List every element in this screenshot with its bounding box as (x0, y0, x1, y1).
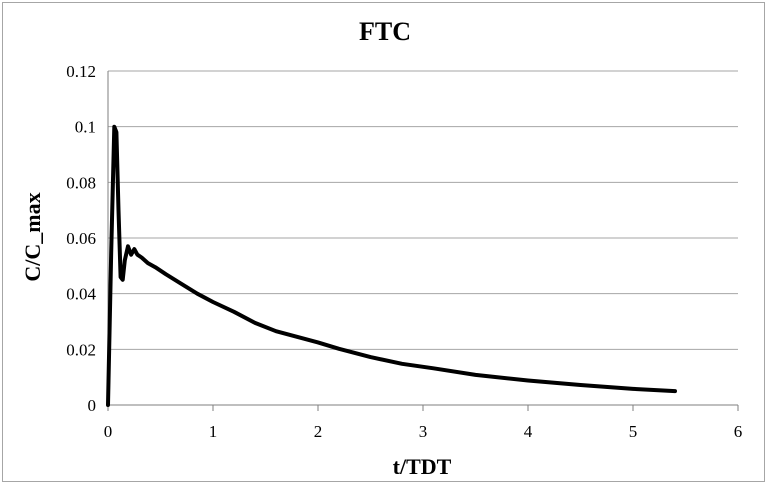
x-tick-label: 3 (419, 422, 428, 441)
y-axis-title: C/C_max (20, 192, 45, 281)
series-layer (106, 124, 677, 407)
axes (107, 71, 739, 411)
y-tick-label: 0 (88, 396, 97, 415)
x-tick-label: 1 (209, 422, 218, 441)
y-tick-label: 0.1 (75, 118, 96, 137)
y-tick-label: 0.02 (66, 340, 96, 359)
chart-title: FTC (359, 17, 411, 46)
series-line (106, 124, 677, 407)
x-tick-label: 2 (314, 422, 323, 441)
y-tick-label: 0.06 (66, 229, 96, 248)
y-tick-label: 0.08 (66, 173, 96, 192)
x-tick-label: 5 (629, 422, 638, 441)
x-tick-label: 0 (104, 422, 113, 441)
x-tick-label: 6 (734, 422, 743, 441)
y-tick-label: 0.04 (66, 285, 96, 304)
x-tick-label: 4 (524, 422, 533, 441)
gridlines (108, 70, 738, 350)
tick-labels: 0 0.02 0.04 0.06 0.08 0.1 0.12 0 1 2 3 4 5 6 (66, 62, 742, 441)
y-tick-label: 0.12 (66, 62, 96, 81)
x-axis-title: t/TDT (393, 454, 452, 479)
